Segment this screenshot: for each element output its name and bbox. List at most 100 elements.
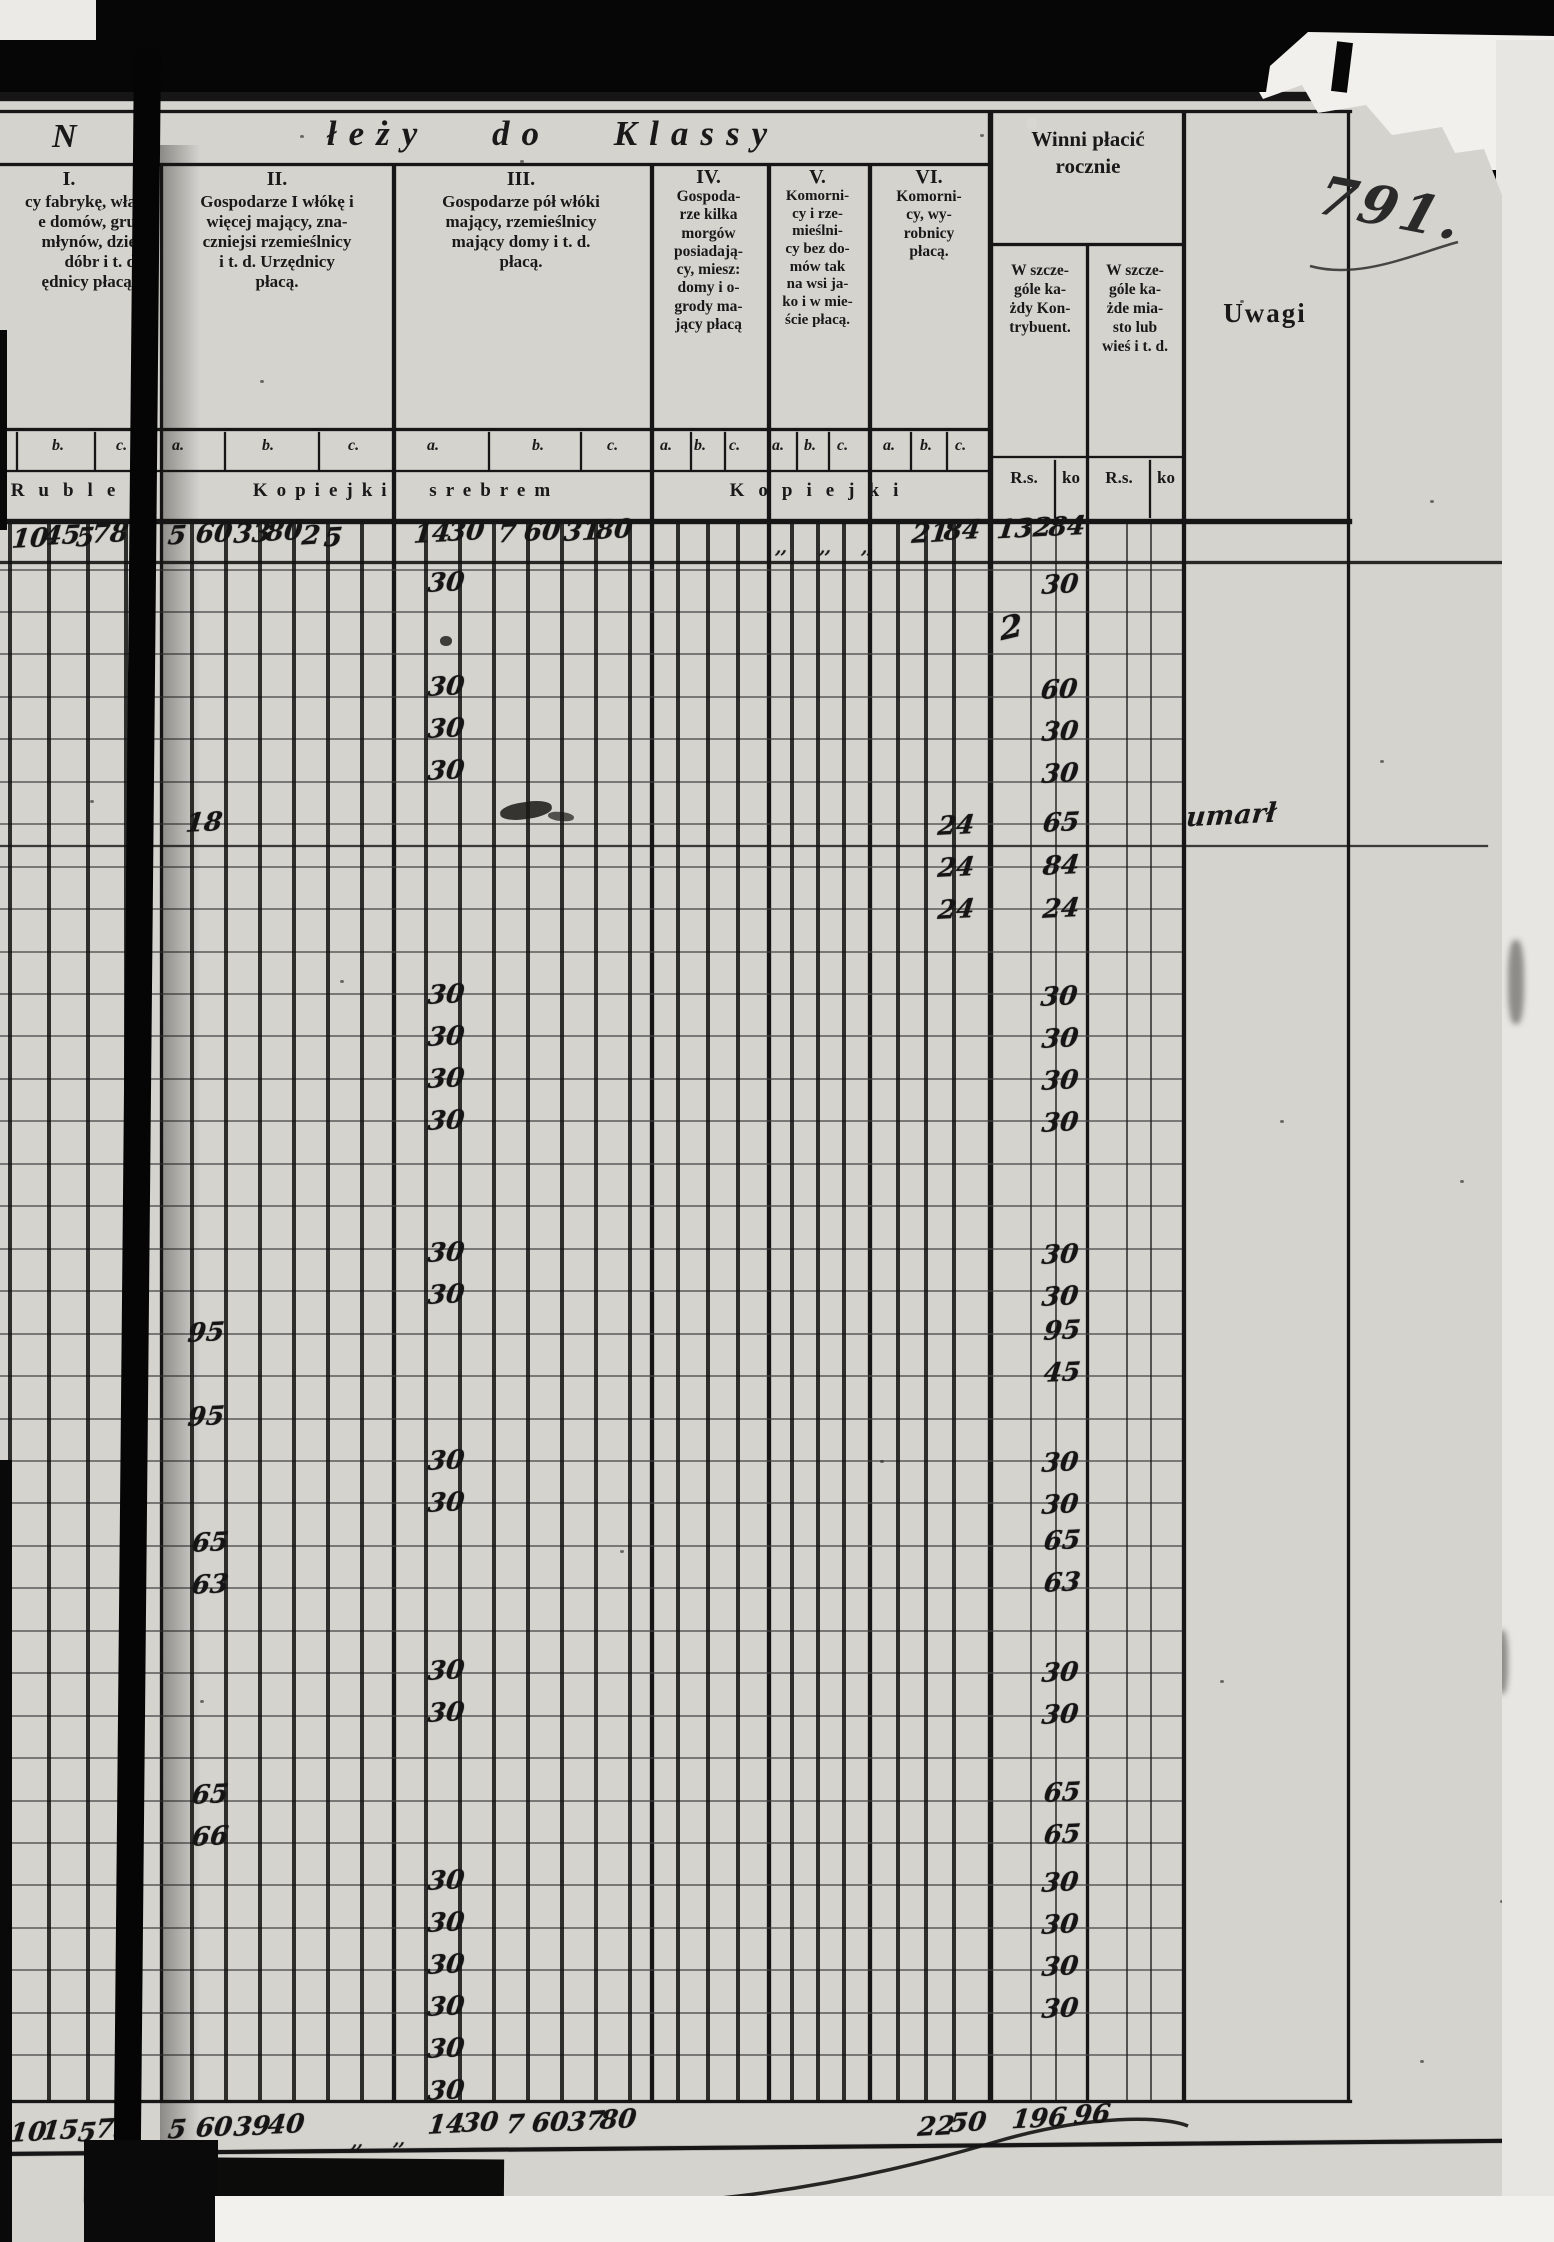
abc-letter: a.	[660, 437, 672, 454]
subcolumn-tick	[594, 524, 598, 2100]
abc-bottom-rule	[0, 470, 992, 472]
subcolumn-tick	[190, 524, 194, 2100]
abc-separator	[690, 432, 692, 470]
abc-letter: c.	[116, 437, 128, 454]
handwritten-value: 80	[594, 514, 634, 546]
handwritten-value: 30	[426, 1279, 466, 1311]
divider-winni-uwagi	[1182, 112, 1186, 2100]
row-separator	[0, 1799, 1182, 1802]
row-separator	[0, 1714, 1182, 1717]
row-separator	[0, 1077, 1182, 1080]
abc-separator	[580, 432, 582, 470]
col3-desc: Gospodarze pół włóki mający, rzemieślnic…	[442, 192, 600, 272]
row-separator	[0, 950, 1182, 953]
handwritten-value: 30	[1040, 716, 1080, 748]
winni-subcolumn-tick	[1150, 524, 1152, 2100]
handwritten-value: 30	[426, 1237, 466, 1269]
handwritten-value: 30	[426, 1949, 466, 1981]
handwritten-value: 65	[1042, 1819, 1082, 1851]
abc-letter: a.	[772, 437, 784, 454]
row-separator	[0, 1969, 1182, 1972]
handwritten-value: 30	[1040, 1951, 1080, 1983]
handwritten-value: 30	[426, 713, 466, 745]
units-kopiejki: Kopiejki	[729, 480, 913, 501]
ink-smudge	[440, 636, 452, 646]
col4-desc: Gospoda- rze kilka morgów posiadają- cy,…	[674, 188, 743, 333]
handwritten-value: 30	[426, 1655, 466, 1687]
subcolumn-tick	[896, 524, 900, 2100]
row-separator	[0, 908, 1182, 911]
row-separator	[0, 1629, 1182, 1632]
divider-col3-col4	[650, 165, 654, 2100]
row-separator	[0, 2011, 1182, 2014]
abc-letter: a.	[883, 437, 895, 454]
units-rs-2: R.s.	[1105, 468, 1133, 487]
subcolumn-tick	[924, 524, 928, 2100]
handwritten-value: ,,	[392, 2129, 407, 2150]
table-top-rule-2	[0, 110, 1352, 113]
handwritten-value: 30	[426, 2033, 466, 2065]
table-top-rule	[0, 92, 1352, 101]
table-right-edge	[1347, 112, 1350, 2102]
subcolumn-tick	[258, 524, 262, 2100]
winni-subcolumn-tick	[1055, 524, 1057, 2100]
winni-subcol-1: W szcze- góle ka- żdy Kon- trybuent.	[1009, 262, 1071, 336]
units-ruble: Ruble	[10, 480, 130, 501]
col4-number: IV.	[696, 166, 721, 188]
abc-letter: b.	[694, 437, 706, 454]
handwritten-value: 30	[1040, 1281, 1080, 1313]
handwritten-value: 5	[322, 522, 344, 554]
divider-col5-col6	[868, 165, 872, 2100]
handwritten-value: 30	[1040, 1447, 1080, 1479]
paper-speck	[200, 1700, 204, 1703]
scan-top-left-patch	[0, 0, 96, 40]
handwritten-value: 30	[1040, 1699, 1080, 1731]
subcolumn-tick	[676, 524, 680, 2100]
row-separator	[0, 1757, 1182, 1760]
handwritten-value: 2	[998, 605, 1025, 649]
subcolumn-tick	[360, 524, 364, 2100]
paper-speck	[260, 380, 264, 383]
subcolumn-tick	[292, 524, 296, 2100]
handwritten-value: 30	[1040, 758, 1080, 790]
handwritten-value: ,,	[818, 537, 833, 558]
title-fragment: N	[52, 118, 77, 155]
body-top-rule	[0, 519, 1352, 524]
scan-bottom-left-blob	[84, 2140, 218, 2242]
abc-separator	[224, 432, 226, 470]
handwritten-value: ,,	[350, 2131, 365, 2152]
subcolumn-tick	[736, 524, 740, 2100]
abc-letter: a.	[427, 437, 439, 454]
abc-letter: b.	[804, 437, 816, 454]
subcolumn-tick	[492, 524, 496, 2100]
handwritten-value: 95	[1042, 1315, 1082, 1347]
row-separator	[0, 1375, 1182, 1378]
abc-letter: b.	[532, 437, 544, 454]
row-separator	[0, 1587, 1182, 1590]
subcolumn-tick	[842, 524, 846, 2100]
abc-separator	[318, 432, 320, 470]
row-separator	[0, 865, 1182, 868]
edge-smudge	[1508, 940, 1524, 1024]
subcolumn-tick	[458, 524, 462, 2100]
units-kopiejki-srebrem: Kopiejki srebrem	[252, 480, 560, 501]
handwritten-value: 30	[1039, 981, 1079, 1013]
row-separator	[0, 1290, 1182, 1293]
winni-subcolumn-tick	[1030, 524, 1032, 2100]
handwritten-value: 65	[1042, 1525, 1082, 1557]
paper-speck	[1280, 1120, 1284, 1123]
handwritten-value: 30	[426, 1697, 466, 1729]
abc-separator	[16, 432, 18, 470]
handwritten-value: 80	[264, 516, 304, 548]
units-ko-2: ko	[1157, 468, 1175, 487]
row-separator	[0, 1544, 1182, 1547]
row-separator	[0, 1926, 1182, 1929]
handwritten-value: 30	[1040, 1239, 1080, 1271]
paper-speck	[1420, 2060, 1424, 2063]
backdrop-right-edge	[1496, 40, 1554, 2242]
subcolumn-tick	[560, 524, 564, 2100]
row-separator	[0, 993, 1182, 995]
col3-number: III.	[506, 168, 536, 190]
abc-separator	[946, 432, 948, 470]
handwritten-value: 30	[426, 1865, 466, 1897]
